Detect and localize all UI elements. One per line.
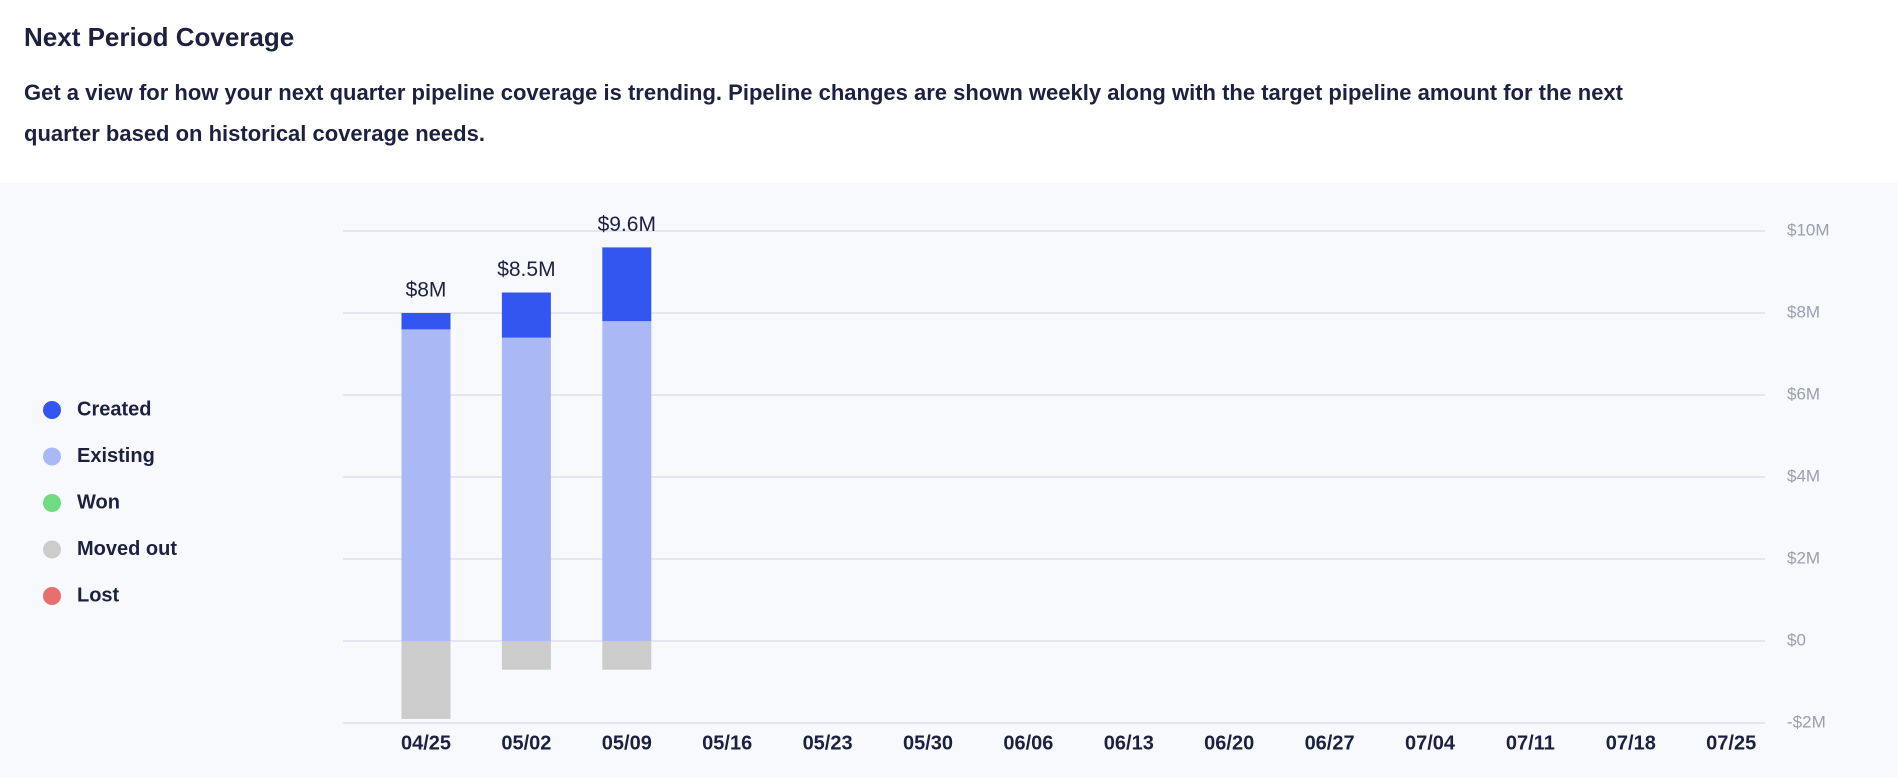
y-tick-label: $2M — [1787, 548, 1820, 567]
x-tick-label: 05/09 — [602, 732, 652, 754]
x-tick-label: 06/06 — [1003, 732, 1053, 754]
x-tick-label: 06/27 — [1305, 732, 1355, 754]
description: Get a view for how your next quarter pip… — [24, 80, 1623, 105]
x-tick-label: 07/11 — [1506, 732, 1555, 754]
legend-label: Existing — [77, 445, 155, 467]
total-label: $8M — [406, 279, 447, 302]
total-label: $9.6M — [598, 213, 656, 236]
x-tick-label: 05/23 — [803, 732, 853, 754]
x-tick-label: 07/04 — [1405, 732, 1456, 754]
bar-segment — [602, 247, 652, 322]
legend-swatch — [43, 401, 61, 419]
x-tick-label: 07/25 — [1706, 732, 1756, 754]
x-tick-label: 04/25 — [401, 732, 451, 754]
total-label: $8.5M — [497, 258, 555, 281]
bar-segment — [401, 313, 451, 330]
y-tick-label: $8M — [1787, 302, 1820, 321]
bar-segment — [501, 292, 551, 338]
bar-segment — [501, 337, 551, 641]
legend-label: Created — [77, 398, 151, 420]
x-tick-label: 06/13 — [1104, 732, 1154, 754]
legend-swatch — [43, 447, 61, 466]
legend-swatch — [43, 494, 61, 512]
bar-segment — [602, 321, 652, 641]
y-tick-label: $6M — [1787, 384, 1820, 403]
y-tick-label: $4M — [1787, 466, 1820, 485]
x-tick-label: 05/30 — [903, 732, 953, 754]
y-tick-label: -$2M — [1787, 712, 1826, 731]
legend-label: Won — [77, 491, 120, 513]
legend-swatch — [43, 587, 61, 605]
x-tick-label: 07/18 — [1606, 732, 1656, 754]
bar-segment — [501, 641, 551, 670]
legend-swatch — [43, 540, 61, 559]
x-tick-label: 06/20 — [1204, 732, 1254, 754]
x-tick-label: 05/02 — [501, 732, 551, 754]
y-tick-label: $10M — [1787, 220, 1830, 239]
bar-segment — [401, 641, 451, 719]
legend-label: Moved out — [77, 538, 177, 560]
bar-segment — [401, 329, 451, 641]
bar-segment — [602, 641, 652, 670]
legend-label: Lost — [77, 584, 120, 606]
chart-background — [0, 183, 1898, 778]
title: Next Period Coverage — [24, 22, 295, 52]
y-tick-label: $0 — [1787, 630, 1806, 649]
x-tick-label: 05/16 — [702, 732, 752, 754]
chart: -$2M $0 $2M $4M $6M $8M $10M Created Existing Won… — [0, 183, 1898, 778]
description: quarter based on historical coverage nee… — [24, 121, 485, 146]
